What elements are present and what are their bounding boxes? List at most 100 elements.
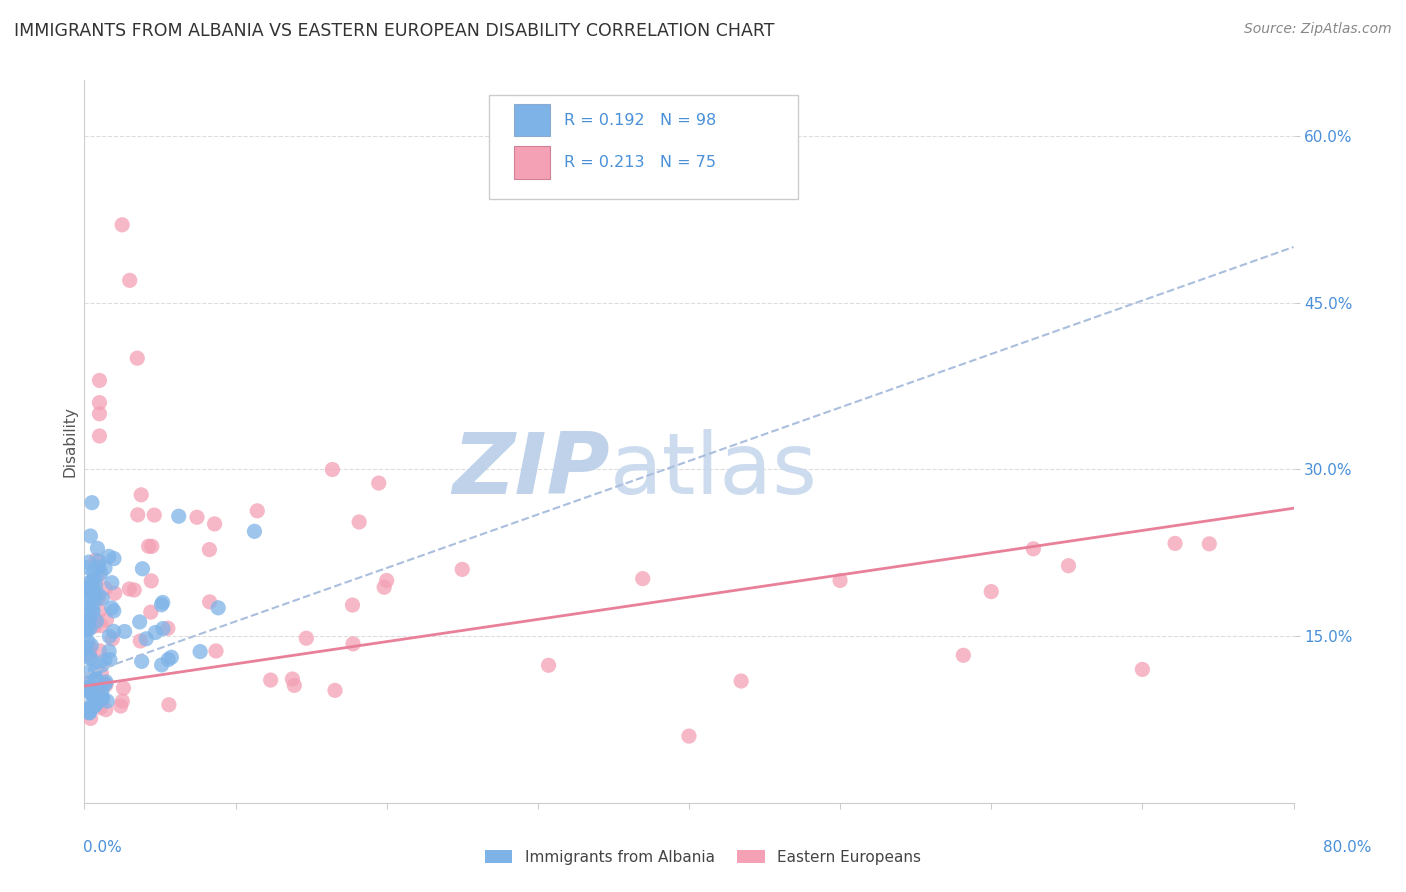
Point xyxy=(75,641,97,656)
Text: IMMIGRANTS FROM ALBANIA VS EASTERN EUROPEAN DISABILITY CORRELATION CHART: IMMIGRANTS FROM ALBANIA VS EASTERN EUROP… xyxy=(14,22,775,40)
Point xyxy=(80,697,103,711)
Point xyxy=(79,612,101,626)
Point xyxy=(79,593,101,607)
Point xyxy=(129,634,152,648)
Point xyxy=(103,551,125,566)
Text: R = 0.213   N = 75: R = 0.213 N = 75 xyxy=(564,155,717,170)
Point xyxy=(89,429,111,443)
Point xyxy=(75,677,97,691)
Point xyxy=(79,706,101,720)
Point xyxy=(295,631,318,645)
Point xyxy=(80,686,103,700)
Point xyxy=(1198,537,1220,551)
Point xyxy=(83,589,105,603)
Point xyxy=(79,711,101,725)
Text: ZIP: ZIP xyxy=(453,429,610,512)
Point xyxy=(100,600,122,615)
Point xyxy=(82,603,104,617)
Point xyxy=(188,644,211,658)
Point xyxy=(128,615,150,629)
Point xyxy=(131,654,153,668)
FancyBboxPatch shape xyxy=(513,103,550,136)
Point xyxy=(246,504,269,518)
Point xyxy=(97,549,120,564)
Point xyxy=(96,694,118,708)
Point xyxy=(94,653,117,667)
Point xyxy=(79,621,101,635)
Point xyxy=(135,632,157,646)
Point xyxy=(342,637,364,651)
Point xyxy=(207,600,229,615)
Point xyxy=(281,672,304,686)
Point xyxy=(138,539,160,553)
Point xyxy=(82,574,104,588)
Point xyxy=(537,658,560,673)
Point xyxy=(80,640,103,655)
Point xyxy=(94,677,117,691)
Point xyxy=(80,651,103,665)
Point xyxy=(79,684,101,698)
Point xyxy=(118,582,141,596)
Point xyxy=(83,566,105,580)
Point xyxy=(323,683,346,698)
Point xyxy=(111,694,134,708)
Point xyxy=(77,555,100,569)
Point xyxy=(80,687,103,701)
Point xyxy=(89,373,111,387)
FancyBboxPatch shape xyxy=(489,95,797,200)
Point xyxy=(96,613,118,627)
Point xyxy=(1022,541,1045,556)
Point xyxy=(150,598,173,612)
Point xyxy=(101,632,124,646)
Point xyxy=(76,623,98,637)
Point xyxy=(94,678,117,692)
Point xyxy=(160,650,183,665)
Point xyxy=(139,605,162,619)
Point xyxy=(98,629,121,643)
Point xyxy=(830,574,852,588)
Point xyxy=(321,462,343,476)
Point xyxy=(79,701,101,715)
Point xyxy=(167,509,190,524)
Text: 80.0%: 80.0% xyxy=(1323,840,1371,855)
Point xyxy=(152,595,174,609)
Point xyxy=(198,595,221,609)
Point xyxy=(91,591,114,606)
FancyBboxPatch shape xyxy=(513,146,550,178)
Point xyxy=(73,560,96,574)
Text: atlas: atlas xyxy=(610,429,818,512)
Point xyxy=(83,619,105,633)
Point xyxy=(156,621,179,635)
Point xyxy=(80,496,103,510)
Point xyxy=(103,624,125,639)
Text: R = 0.192   N = 98: R = 0.192 N = 98 xyxy=(564,112,717,128)
Point xyxy=(84,553,107,567)
Point xyxy=(87,591,110,606)
Point xyxy=(87,568,110,582)
Point xyxy=(631,572,654,586)
Point xyxy=(90,618,112,632)
Point xyxy=(87,560,110,574)
Point xyxy=(82,612,104,626)
Point xyxy=(91,658,114,673)
Point xyxy=(157,698,180,712)
Point xyxy=(730,673,752,688)
Point xyxy=(101,575,124,590)
Point xyxy=(79,582,101,597)
Point xyxy=(94,674,117,689)
Point xyxy=(89,700,111,714)
Point xyxy=(79,683,101,698)
Point xyxy=(79,701,101,715)
Point xyxy=(76,624,98,638)
Point xyxy=(90,566,112,581)
Point xyxy=(91,691,114,706)
Point xyxy=(367,476,389,491)
Point xyxy=(76,635,98,649)
Point xyxy=(114,624,136,639)
Point xyxy=(451,562,474,576)
Point xyxy=(87,554,110,568)
Point xyxy=(84,671,107,685)
Point xyxy=(83,595,105,609)
Point xyxy=(75,582,97,597)
Point xyxy=(204,516,226,531)
